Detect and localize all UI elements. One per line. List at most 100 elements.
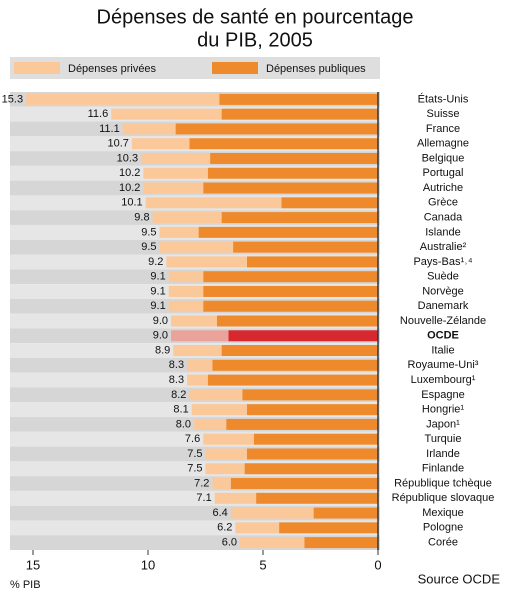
category-label: Mexique [422, 507, 464, 519]
bar-segment [168, 271, 204, 283]
value-label: 9.1 [150, 285, 165, 297]
value-label: 10.3 [117, 152, 138, 164]
bar-segment [207, 374, 378, 386]
bar-segment [122, 123, 176, 135]
bar-segment [159, 241, 234, 253]
legend-label: Dépenses privées [68, 63, 157, 75]
category-label: Suède [427, 271, 459, 283]
category-label: Norvège [422, 285, 464, 297]
category-label: Autriche [423, 182, 463, 194]
category-label: Luxembourg¹ [411, 374, 476, 386]
bar-segment [221, 212, 378, 224]
bar-segment [187, 359, 213, 371]
bar-segment [313, 507, 378, 519]
x-axis-label: % PIB [10, 579, 41, 591]
bar-segment [244, 463, 378, 475]
category-label: Australie² [420, 241, 467, 253]
bar-segment [210, 152, 378, 164]
legend-background [10, 57, 380, 79]
value-label: 10.2 [119, 167, 140, 179]
bar-segment [212, 359, 378, 371]
value-label: 8.3 [169, 374, 184, 386]
bar-segment [198, 226, 378, 238]
bar-segment [217, 315, 378, 327]
bar-segment [168, 300, 204, 312]
category-label: OCDE [427, 330, 459, 342]
category-label: Finlande [422, 463, 464, 475]
value-label: 10.2 [119, 182, 140, 194]
bar-segment [143, 167, 208, 179]
bar-segment [246, 448, 378, 460]
category-label: Turquie [425, 433, 462, 445]
bar-segment [230, 478, 378, 490]
bar-segment [141, 152, 211, 164]
bar-segment [175, 123, 378, 135]
bar-segment [228, 330, 378, 342]
value-label: 6.2 [217, 522, 232, 534]
bar-segment [203, 300, 378, 312]
value-label: 7.5 [187, 448, 202, 460]
x-tick-label: 15 [26, 557, 40, 572]
bar-segment [205, 448, 247, 460]
bar-segment [242, 389, 378, 401]
x-tick-label: 0 [374, 557, 381, 572]
bar-segment [203, 182, 378, 194]
value-label: 7.2 [194, 477, 209, 489]
bar-segment [152, 212, 222, 224]
category-label: Belgique [422, 152, 465, 164]
value-label: 9.1 [150, 271, 165, 283]
value-label: 9.8 [134, 211, 149, 223]
bar-segment [173, 345, 222, 357]
category-label: Irlande [426, 448, 460, 460]
category-label: Islande [425, 226, 460, 238]
value-label: 6.4 [213, 507, 228, 519]
category-label: Nouvelle-Zélande [400, 315, 486, 327]
chart-title: Dépenses de santé en pourcentage [97, 6, 414, 28]
bar-segment [235, 522, 280, 534]
bar-segment [143, 182, 204, 194]
category-label: Danemark [418, 300, 469, 312]
category-label: Corée [428, 537, 458, 549]
value-label: 9.1 [150, 300, 165, 312]
chart-title: du PIB, 2005 [197, 29, 313, 51]
value-label: 11.1 [99, 123, 120, 135]
bar-segment [26, 93, 220, 105]
category-label: Suisse [426, 108, 459, 120]
x-tick-label: 10 [141, 557, 155, 572]
value-label: 10.1 [121, 197, 142, 209]
bar-segment [233, 241, 378, 253]
bar-segment [221, 345, 378, 357]
category-label: Japon¹ [426, 418, 460, 430]
value-label: 15.3 [2, 93, 23, 105]
category-label: Canada [424, 211, 463, 223]
x-tick-label: 5 [259, 557, 266, 572]
bar-segment [230, 507, 314, 519]
value-label: 9.2 [148, 256, 163, 268]
category-label: Pays-Bas¹˒⁴ [413, 256, 472, 268]
bar-segment [281, 197, 378, 209]
bar-segment [304, 537, 378, 549]
category-label: Pologne [423, 522, 463, 534]
bar-segment [131, 138, 190, 150]
bar-segment [166, 256, 247, 268]
category-label: États-Unis [418, 92, 469, 105]
category-label: Allemagne [417, 138, 469, 150]
bar-segment [145, 197, 282, 209]
value-label: 7.6 [185, 433, 200, 445]
category-label: Italie [431, 344, 454, 356]
value-label: 9.5 [141, 241, 156, 253]
bar-segment [221, 108, 378, 120]
bar-segment [226, 418, 378, 430]
category-label: Royaume-Uni³ [408, 359, 479, 371]
bar-segment [279, 522, 378, 534]
legend-swatch [14, 62, 60, 74]
category-label: Portugal [423, 167, 464, 179]
value-label: 9.0 [153, 330, 168, 342]
bar-segment [171, 315, 217, 327]
category-label: République tchèque [394, 477, 492, 489]
bar-segment [171, 330, 229, 342]
bar-segment [246, 256, 378, 268]
bar-segment [159, 226, 199, 238]
bar-segment [256, 492, 378, 504]
